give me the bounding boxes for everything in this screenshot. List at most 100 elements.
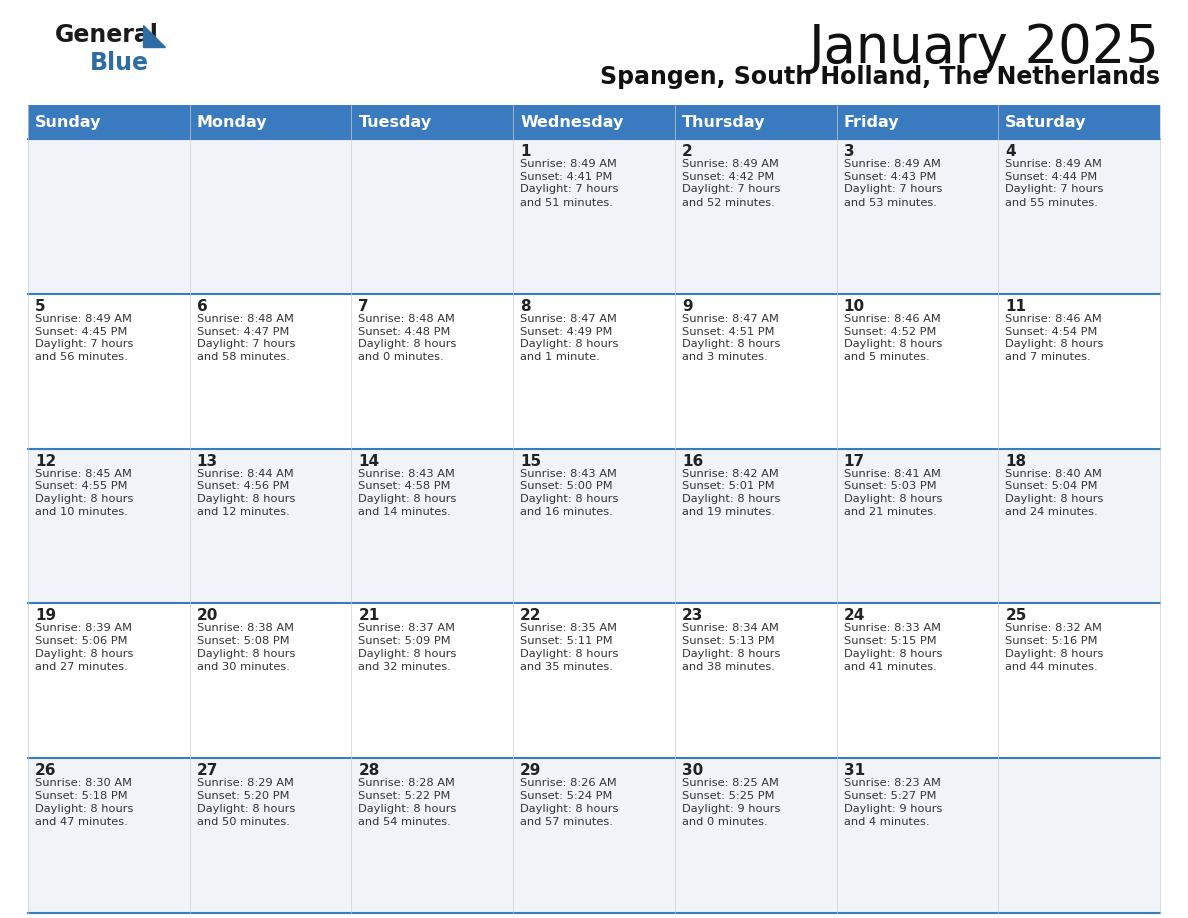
Text: Daylight: 8 hours
and 44 minutes.: Daylight: 8 hours and 44 minutes. [1005, 649, 1104, 672]
Bar [836, 449, 998, 603]
Text: Sunset: 4:47 PM: Sunset: 4:47 PM [197, 327, 289, 337]
Text: 21: 21 [359, 609, 380, 623]
Text: Daylight: 9 hours
and 4 minutes.: Daylight: 9 hours and 4 minutes. [843, 803, 942, 827]
Text: Sunset: 4:56 PM: Sunset: 4:56 PM [197, 481, 289, 491]
Bar [513, 105, 675, 139]
Bar [352, 294, 513, 449]
Text: Daylight: 8 hours
and 5 minutes.: Daylight: 8 hours and 5 minutes. [843, 340, 942, 363]
Text: Daylight: 7 hours
and 51 minutes.: Daylight: 7 hours and 51 minutes. [520, 185, 619, 207]
Text: Sunrise: 8:49 AM: Sunrise: 8:49 AM [34, 314, 132, 324]
Bar [836, 105, 998, 139]
Bar [998, 603, 1159, 758]
Text: Sunset: 4:44 PM: Sunset: 4:44 PM [1005, 172, 1098, 182]
Text: Sunset: 5:13 PM: Sunset: 5:13 PM [682, 636, 775, 646]
Text: Daylight: 8 hours
and 7 minutes.: Daylight: 8 hours and 7 minutes. [1005, 340, 1104, 363]
Bar [998, 139, 1159, 294]
Bar [675, 603, 836, 758]
Text: 7: 7 [359, 298, 369, 314]
Text: 1: 1 [520, 144, 531, 159]
Text: Saturday: Saturday [1005, 115, 1087, 129]
Text: Sunset: 4:51 PM: Sunset: 4:51 PM [682, 327, 775, 337]
Text: Thursday: Thursday [682, 115, 765, 129]
Text: Daylight: 8 hours
and 24 minutes.: Daylight: 8 hours and 24 minutes. [1005, 494, 1104, 517]
Bar [998, 449, 1159, 603]
Text: Daylight: 7 hours
and 53 minutes.: Daylight: 7 hours and 53 minutes. [843, 185, 942, 207]
Text: Sunset: 5:25 PM: Sunset: 5:25 PM [682, 791, 775, 800]
Bar [190, 294, 352, 449]
Bar [29, 603, 190, 758]
Text: Blue: Blue [90, 51, 148, 75]
Text: Daylight: 7 hours
and 52 minutes.: Daylight: 7 hours and 52 minutes. [682, 185, 781, 207]
Text: Sunset: 4:42 PM: Sunset: 4:42 PM [682, 172, 775, 182]
Bar [513, 139, 675, 294]
Bar [836, 758, 998, 913]
Bar [675, 105, 836, 139]
Bar [836, 603, 998, 758]
Text: 31: 31 [843, 763, 865, 778]
Text: Daylight: 8 hours
and 47 minutes.: Daylight: 8 hours and 47 minutes. [34, 803, 133, 827]
Bar [998, 105, 1159, 139]
Text: Sunrise: 8:34 AM: Sunrise: 8:34 AM [682, 623, 778, 633]
Text: Sunset: 5:11 PM: Sunset: 5:11 PM [520, 636, 613, 646]
Text: Sunset: 5:27 PM: Sunset: 5:27 PM [843, 791, 936, 800]
Bar [190, 139, 352, 294]
Text: Sunrise: 8:49 AM: Sunrise: 8:49 AM [520, 159, 617, 169]
Text: Sunset: 5:15 PM: Sunset: 5:15 PM [843, 636, 936, 646]
Bar [513, 603, 675, 758]
Text: Tuesday: Tuesday [359, 115, 431, 129]
Text: 18: 18 [1005, 453, 1026, 468]
Text: Sunset: 4:41 PM: Sunset: 4:41 PM [520, 172, 613, 182]
Text: Sunset: 4:55 PM: Sunset: 4:55 PM [34, 481, 127, 491]
Text: Sunset: 4:43 PM: Sunset: 4:43 PM [843, 172, 936, 182]
Text: Sunrise: 8:39 AM: Sunrise: 8:39 AM [34, 623, 132, 633]
Text: Sunrise: 8:28 AM: Sunrise: 8:28 AM [359, 778, 455, 789]
Bar [190, 758, 352, 913]
Bar [675, 294, 836, 449]
Text: Sunset: 5:16 PM: Sunset: 5:16 PM [1005, 636, 1098, 646]
Bar [836, 294, 998, 449]
Bar [836, 139, 998, 294]
Text: Daylight: 8 hours
and 27 minutes.: Daylight: 8 hours and 27 minutes. [34, 649, 133, 672]
Text: 6: 6 [197, 298, 208, 314]
Text: Sunset: 4:49 PM: Sunset: 4:49 PM [520, 327, 613, 337]
Bar [513, 294, 675, 449]
Text: Daylight: 8 hours
and 30 minutes.: Daylight: 8 hours and 30 minutes. [197, 649, 295, 672]
Text: Sunset: 5:09 PM: Sunset: 5:09 PM [359, 636, 451, 646]
Text: 20: 20 [197, 609, 219, 623]
Text: 16: 16 [682, 453, 703, 468]
Text: Daylight: 8 hours
and 57 minutes.: Daylight: 8 hours and 57 minutes. [520, 803, 619, 827]
Text: 4: 4 [1005, 144, 1016, 159]
Bar [352, 139, 513, 294]
Text: Daylight: 8 hours
and 21 minutes.: Daylight: 8 hours and 21 minutes. [843, 494, 942, 517]
Text: Daylight: 8 hours
and 50 minutes.: Daylight: 8 hours and 50 minutes. [197, 803, 295, 827]
Bar [190, 603, 352, 758]
Text: Daylight: 8 hours
and 54 minutes.: Daylight: 8 hours and 54 minutes. [359, 803, 457, 827]
Text: Sunrise: 8:43 AM: Sunrise: 8:43 AM [359, 468, 455, 478]
Text: Sunrise: 8:47 AM: Sunrise: 8:47 AM [520, 314, 617, 324]
Text: Daylight: 7 hours
and 58 minutes.: Daylight: 7 hours and 58 minutes. [197, 340, 295, 363]
Text: Sunrise: 8:37 AM: Sunrise: 8:37 AM [359, 623, 455, 633]
Bar [352, 603, 513, 758]
Text: Sunrise: 8:46 AM: Sunrise: 8:46 AM [843, 314, 941, 324]
Bar [352, 449, 513, 603]
Text: Sunset: 5:18 PM: Sunset: 5:18 PM [34, 791, 127, 800]
Text: Sunset: 4:45 PM: Sunset: 4:45 PM [34, 327, 127, 337]
Text: 15: 15 [520, 453, 542, 468]
Text: Daylight: 7 hours
and 56 minutes.: Daylight: 7 hours and 56 minutes. [34, 340, 133, 363]
Text: Daylight: 8 hours
and 3 minutes.: Daylight: 8 hours and 3 minutes. [682, 340, 781, 363]
Text: Daylight: 8 hours
and 32 minutes.: Daylight: 8 hours and 32 minutes. [359, 649, 457, 672]
Text: 10: 10 [843, 298, 865, 314]
Text: Daylight: 7 hours
and 55 minutes.: Daylight: 7 hours and 55 minutes. [1005, 185, 1104, 207]
Bar [998, 294, 1159, 449]
Text: Sunset: 4:52 PM: Sunset: 4:52 PM [843, 327, 936, 337]
Text: 29: 29 [520, 763, 542, 778]
Bar [29, 139, 190, 294]
Bar [190, 449, 352, 603]
Text: Sunset: 5:00 PM: Sunset: 5:00 PM [520, 481, 613, 491]
Bar [513, 449, 675, 603]
Text: 9: 9 [682, 298, 693, 314]
Text: Sunrise: 8:40 AM: Sunrise: 8:40 AM [1005, 468, 1102, 478]
Text: Daylight: 9 hours
and 0 minutes.: Daylight: 9 hours and 0 minutes. [682, 803, 781, 827]
Text: Sunrise: 8:49 AM: Sunrise: 8:49 AM [843, 159, 941, 169]
Text: Sunset: 5:04 PM: Sunset: 5:04 PM [1005, 481, 1098, 491]
